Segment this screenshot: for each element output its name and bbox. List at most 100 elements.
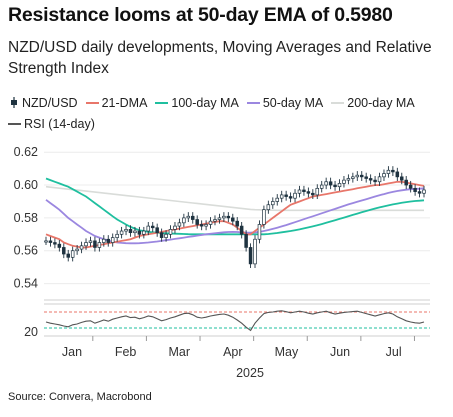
candle-body	[293, 192, 297, 199]
candle-body	[257, 224, 262, 240]
candle-body	[333, 184, 337, 188]
candle-body	[373, 179, 377, 183]
candle-body	[306, 191, 311, 194]
x-tick-label: Feb	[115, 345, 137, 359]
candle-body	[279, 194, 284, 199]
candle-body	[208, 220, 213, 225]
candle-icon	[11, 97, 17, 109]
x-axis-year-label: 2025	[236, 366, 264, 380]
candle-body	[75, 248, 79, 252]
candle-body	[355, 174, 360, 178]
candle-body	[79, 245, 84, 250]
candle-body	[124, 229, 128, 232]
candle-body	[311, 192, 315, 196]
candle-body	[239, 225, 244, 235]
candle-body	[222, 215, 226, 219]
legend-item: 21-DMA	[85, 93, 147, 114]
y-tick-label: 0.60	[14, 178, 38, 192]
candle-body	[137, 230, 142, 235]
candle-body	[271, 201, 275, 206]
x-tick-label: Apr	[223, 345, 242, 359]
legend-item: 100-day MA	[155, 93, 239, 114]
candle-body	[368, 178, 373, 181]
candle-body	[226, 215, 231, 219]
legend-swatch	[155, 101, 169, 104]
legend-item: NZD/USD	[8, 93, 78, 114]
chart-subtitle: NZD/USD daily developments, Moving Avera…	[8, 39, 432, 77]
candle-body	[342, 179, 346, 184]
legend-label: NZD/USD	[22, 96, 78, 110]
candle-body	[395, 171, 400, 178]
y-tick-label: 0.56	[14, 244, 38, 258]
legend-label: 100-day MA	[171, 96, 239, 110]
candle-body	[248, 247, 253, 265]
candle-body	[70, 250, 75, 258]
candle-body	[93, 240, 97, 248]
x-tick-label: Jan	[62, 345, 82, 359]
candle-body	[266, 204, 271, 211]
series-line-rsi	[45, 310, 425, 332]
x-tick-label: May	[275, 345, 299, 359]
candles	[44, 166, 426, 268]
candle-body	[204, 224, 208, 227]
source-note: Source: Convera, Macrobond	[8, 391, 152, 403]
x-tick-label: Mar	[168, 345, 190, 359]
candle-body	[44, 240, 48, 243]
candle-body	[297, 189, 302, 194]
candle-body	[275, 197, 279, 202]
legend-swatch	[85, 101, 99, 104]
candle-body	[262, 209, 266, 225]
candle-body	[359, 174, 364, 178]
candle-body	[404, 179, 408, 186]
legend-item: RSI (14-day)	[8, 114, 95, 135]
candle-body	[346, 178, 351, 181]
candle-body	[302, 189, 306, 192]
y-tick-label: 0.62	[14, 145, 38, 159]
candle-body	[62, 247, 66, 255]
legend-item: 50-day MA	[246, 93, 324, 114]
candle-body	[328, 181, 333, 186]
legend-label: 50-day MA	[262, 96, 324, 110]
candle-body	[413, 187, 417, 192]
candle-body	[173, 225, 177, 230]
candle-body	[88, 240, 93, 243]
chart-title: Resistance looms at 50-day EMA of 0.5980	[8, 4, 393, 26]
x-tick-label: Jul	[386, 345, 402, 359]
candle-body	[146, 225, 151, 232]
candle-body	[315, 187, 320, 196]
candle-body	[364, 176, 368, 179]
candle-body	[351, 176, 355, 179]
candle-body	[97, 242, 102, 248]
rsi-panel: 20	[24, 303, 430, 339]
chart-legend: NZD/USD 21-DMA 100-day MA 50-day MA 200-day …	[8, 93, 448, 135]
candle-body	[142, 230, 146, 235]
y-tick-label: 0.58	[14, 211, 38, 225]
candle-body	[168, 229, 173, 235]
candle-body	[213, 219, 217, 222]
candle-body	[217, 217, 222, 220]
price-panel: 0.62 0.60 0.58 0.56 0.54	[14, 145, 430, 301]
candle-body	[231, 217, 235, 222]
candle-body	[382, 173, 386, 178]
y-tick-label: 0.54	[14, 277, 38, 291]
candle-body	[391, 169, 395, 173]
legend-swatch	[8, 122, 21, 125]
candle-body	[288, 196, 293, 199]
candle-body	[119, 230, 124, 235]
candle-body	[128, 229, 133, 234]
candle-body	[244, 233, 248, 248]
candle-body	[133, 230, 137, 234]
candle-body	[115, 233, 119, 238]
series-line-21-dma	[45, 180, 425, 249]
candle-body	[253, 238, 257, 265]
candle-body	[159, 232, 164, 238]
series-line-100-day-ma	[45, 177, 425, 236]
legend-swatch	[246, 101, 260, 104]
candle-body	[377, 176, 382, 183]
candle-body	[164, 233, 168, 238]
candle-body	[53, 242, 57, 245]
legend-item: 200-day MA	[331, 93, 415, 114]
candle-body	[155, 227, 159, 234]
candle-body	[235, 220, 239, 227]
